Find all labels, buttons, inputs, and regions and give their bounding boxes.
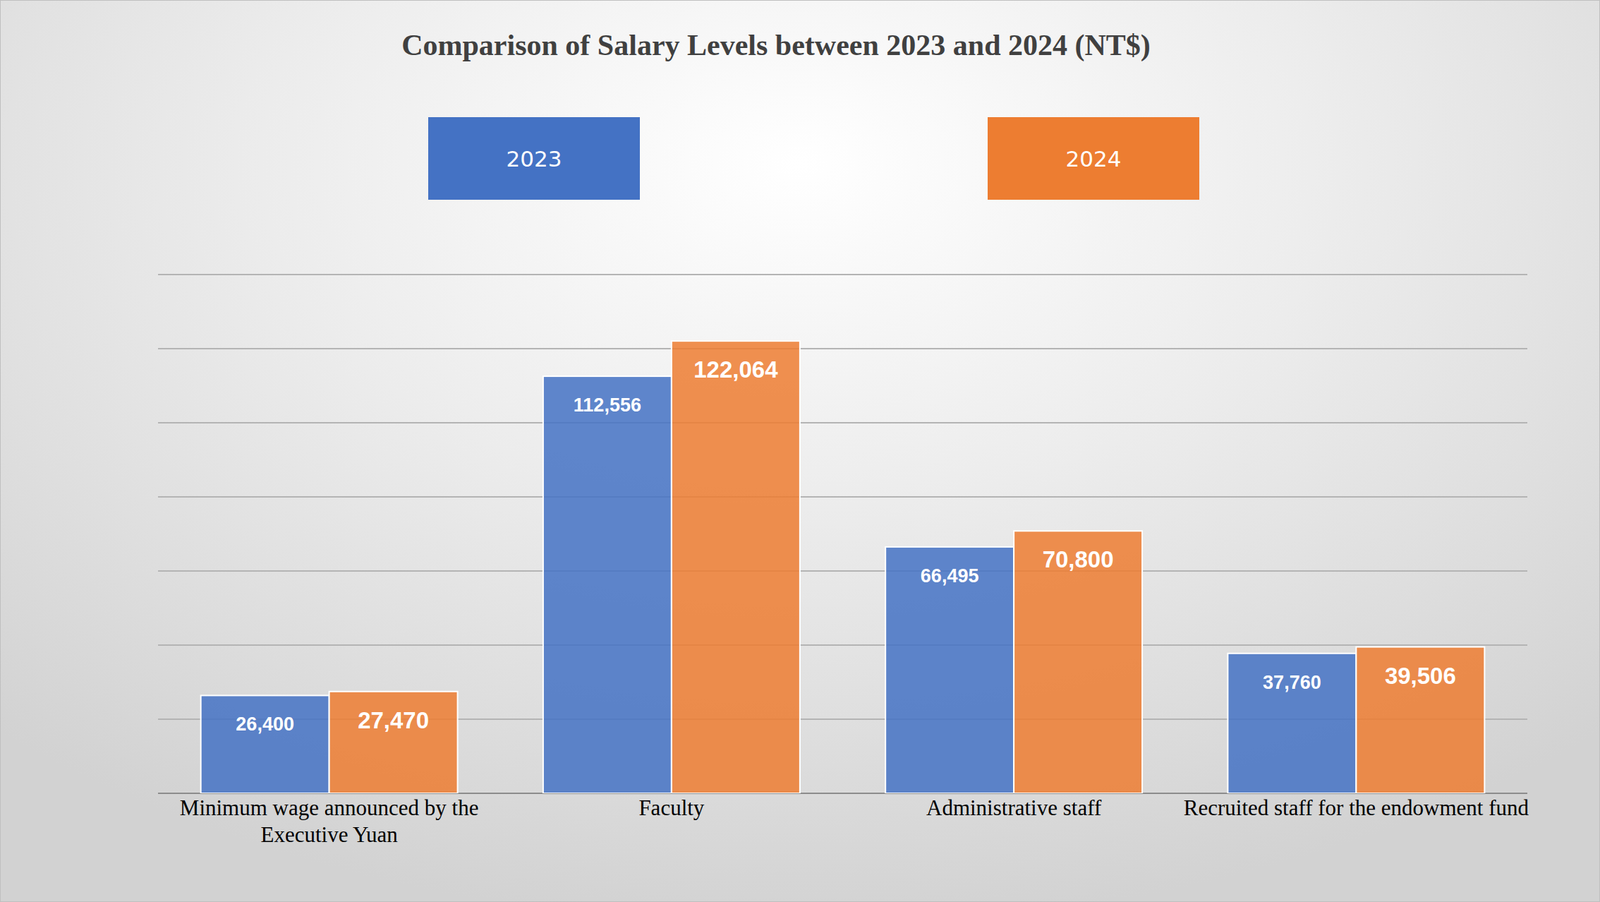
data-label: 112,556: [573, 394, 642, 416]
data-label: 26,400: [235, 713, 295, 735]
bar: [671, 340, 800, 793]
x-tick-label-line: Minimum wage announced by the: [179, 795, 480, 820]
legend-swatch: [987, 117, 1200, 200]
data-labels: 26,400 112,556 66,495 37,760 27,470 122,064 70…: [235, 356, 1456, 735]
x-tick-label-line: Faculty: [638, 795, 705, 820]
bar: [1355, 646, 1485, 793]
grid-line: [158, 644, 1528, 646]
x-tick-label-line: Recruited staff for the endowment fund: [1183, 795, 1530, 820]
data-label: 70,800: [1042, 546, 1114, 573]
grid-line: [158, 347, 1528, 350]
data-label: 37,760: [1262, 671, 1322, 693]
bar: [329, 691, 458, 793]
legend-label: 2023: [506, 146, 563, 172]
chart-title: Comparison of Salary Levels between 2023…: [401, 28, 1151, 63]
x-tick-label-line: Administrative staff: [926, 795, 1102, 820]
bar: [885, 546, 1014, 793]
x-tick-label: Recruited staff for the endowment fund: [1183, 795, 1530, 820]
x-tick-label: Faculty: [638, 795, 705, 820]
data-label: 27,470: [357, 706, 429, 733]
data-label: 39,506: [1384, 662, 1457, 689]
legend-swatch: [428, 117, 640, 200]
data-label: 66,495: [920, 565, 980, 587]
legend-item: 2024: [987, 117, 1200, 200]
x-tick-label: Minimum wage announced by theExecutive Y…: [179, 795, 480, 847]
x-tick-label-line: Executive Yuan: [261, 821, 399, 847]
bar: [543, 376, 672, 793]
bar: [201, 694, 330, 793]
chart: Comparison of Salary Levels between 2023…: [0, 0, 1600, 902]
data-label: 122,064: [693, 356, 779, 383]
grid-line: [158, 273, 1528, 276]
grid-line: [158, 495, 1528, 498]
x-tick-label: Administrative staff: [926, 795, 1102, 820]
grid-line: [158, 570, 1528, 572]
bar: [1013, 530, 1143, 793]
legend-item: 2023: [428, 117, 640, 200]
legend-label: 2024: [1065, 146, 1122, 172]
bar: [1227, 653, 1356, 793]
bars: [201, 340, 1486, 793]
grid-line: [158, 421, 1528, 424]
